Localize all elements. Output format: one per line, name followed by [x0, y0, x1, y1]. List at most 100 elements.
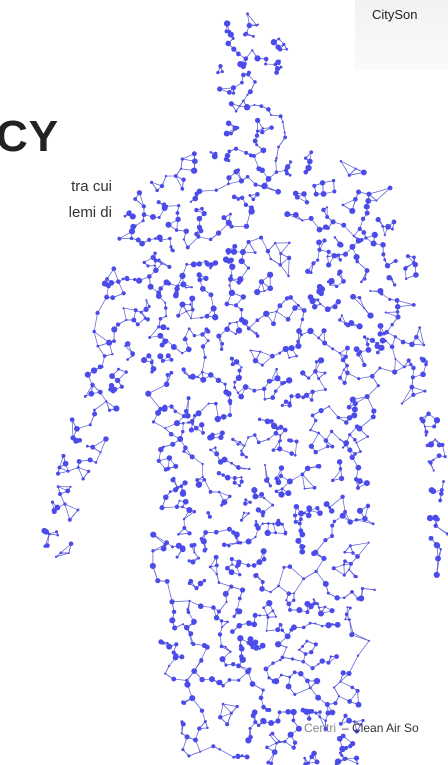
node: [326, 206, 328, 208]
node: [440, 488, 444, 492]
node: [197, 277, 202, 282]
node: [314, 419, 317, 422]
node: [275, 742, 278, 745]
node: [255, 192, 260, 197]
node: [277, 37, 280, 40]
node: [295, 538, 301, 544]
node: [437, 453, 442, 458]
node: [368, 542, 370, 544]
node: [191, 619, 197, 625]
node: [43, 544, 46, 547]
node: [325, 702, 330, 707]
node: [231, 438, 234, 441]
node: [333, 686, 335, 688]
node: [156, 293, 162, 299]
node: [146, 353, 151, 358]
node: [426, 412, 431, 417]
node: [228, 413, 232, 417]
node: [316, 298, 319, 301]
node: [380, 242, 385, 247]
node: [157, 200, 161, 204]
node: [321, 328, 326, 333]
node: [228, 322, 231, 325]
node: [292, 599, 295, 602]
node: [90, 383, 94, 387]
node: [203, 530, 208, 535]
node: [201, 431, 205, 435]
node: [68, 518, 72, 522]
node: [209, 292, 214, 297]
node: [212, 314, 218, 320]
node: [325, 622, 331, 628]
node: [169, 617, 175, 623]
node: [222, 457, 228, 463]
node: [267, 708, 271, 712]
node: [305, 466, 311, 472]
edge: [356, 443, 360, 452]
node: [178, 500, 180, 502]
node: [366, 504, 370, 508]
node: [275, 189, 281, 195]
node: [221, 684, 224, 687]
node: [282, 121, 284, 123]
node: [268, 720, 274, 726]
node: [308, 294, 314, 300]
node: [90, 445, 95, 450]
node: [254, 251, 257, 254]
node: [293, 592, 295, 594]
node: [255, 133, 259, 137]
node: [203, 356, 206, 359]
node: [278, 710, 282, 714]
node: [171, 249, 175, 253]
edge: [334, 682, 340, 688]
node: [238, 623, 242, 627]
node: [220, 348, 223, 351]
node: [405, 266, 408, 269]
node: [247, 512, 250, 515]
node: [103, 354, 107, 358]
node: [182, 701, 186, 705]
node: [131, 317, 136, 322]
node: [335, 595, 340, 600]
node: [215, 188, 218, 191]
node: [242, 320, 247, 325]
node: [245, 456, 248, 459]
edge: [358, 641, 369, 656]
node: [307, 328, 313, 334]
node: [354, 756, 359, 761]
node: [262, 387, 267, 392]
node: [278, 740, 280, 742]
node: [307, 508, 312, 513]
node: [235, 333, 237, 335]
node: [343, 510, 347, 514]
node: [302, 626, 306, 630]
node: [313, 450, 318, 455]
node: [395, 314, 400, 319]
node: [231, 85, 236, 90]
node: [123, 307, 125, 309]
node: [316, 602, 319, 605]
edge: [332, 431, 341, 439]
node: [272, 523, 274, 525]
node: [203, 276, 208, 281]
edge: [148, 384, 166, 393]
node: [133, 197, 137, 201]
node: [282, 43, 285, 46]
node: [247, 71, 251, 75]
edge: [68, 467, 78, 471]
node: [369, 290, 371, 292]
node: [150, 181, 153, 184]
node: [377, 288, 383, 294]
node: [364, 480, 370, 486]
node: [229, 132, 233, 136]
node: [271, 661, 275, 665]
node: [267, 522, 270, 525]
node: [239, 654, 244, 659]
node: [182, 526, 186, 530]
node: [314, 642, 318, 646]
edge: [98, 297, 107, 313]
node: [265, 746, 268, 749]
node: [183, 518, 185, 520]
node: [263, 290, 265, 292]
node: [199, 228, 204, 233]
